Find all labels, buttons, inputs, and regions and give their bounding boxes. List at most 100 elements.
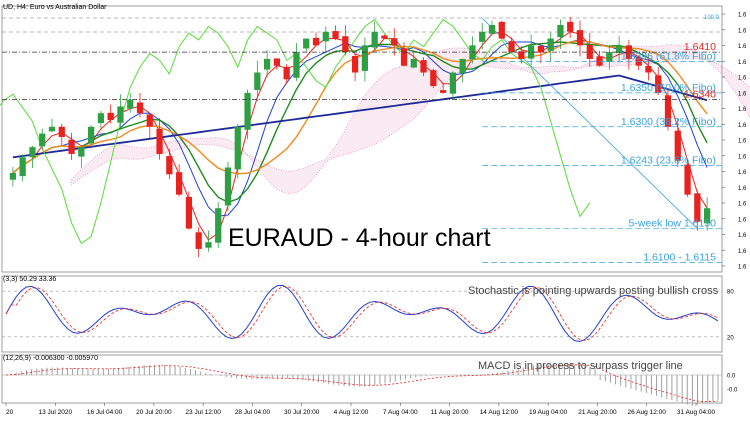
price-tick-label: 1.6	[738, 139, 747, 145]
candle-body	[547, 38, 554, 51]
candle-body	[439, 90, 447, 93]
price-tick-label: 1.6	[738, 186, 747, 192]
candle-body	[156, 128, 163, 154]
candle-body	[479, 31, 486, 42]
level-label: 1.6350 (50.0% Fibo)	[621, 82, 716, 94]
candle-body	[391, 38, 398, 46]
stochastic-panel: 80 20	[2, 284, 734, 343]
time-tick-label: 11 Aug 20:00	[431, 409, 469, 416]
level-label: 1.6410	[684, 41, 716, 53]
price-tick-label: 1.6	[738, 76, 747, 82]
candle-body	[674, 130, 681, 161]
candle-body	[48, 126, 56, 132]
candle-body	[215, 208, 222, 243]
price-tick-label: 1.6	[738, 217, 747, 223]
candle-body	[97, 113, 105, 124]
ichimoku-cloud	[71, 44, 750, 194]
candle-body	[342, 36, 349, 53]
price-tick-label: 1.6	[738, 60, 747, 66]
time-tick-label: 31 Aug 04:00	[677, 409, 716, 416]
candle-body	[488, 25, 496, 34]
candle-body	[449, 72, 457, 94]
candle-body	[615, 45, 623, 54]
candle-body	[175, 172, 183, 195]
candle-body	[557, 25, 564, 38]
macd-tick-label: 0.0	[727, 374, 736, 380]
price-tick-label: 1.6	[738, 265, 747, 271]
candle-body	[273, 58, 281, 66]
time-tick-label: 20	[6, 409, 14, 416]
level-label: 1.6100 - 1.6115	[643, 252, 716, 264]
level-label: 1.6243 (23.6% Fibo)	[621, 154, 716, 166]
candle-body	[518, 51, 525, 59]
candle-body	[127, 99, 134, 109]
candle-body	[655, 75, 662, 93]
candle-body	[244, 92, 251, 130]
candle-body	[332, 31, 339, 39]
time-tick-label: 19 Aug 04:00	[529, 409, 568, 416]
candle-body	[78, 147, 85, 157]
candle-body	[596, 56, 603, 66]
stoch-signal-line	[5, 285, 719, 342]
price-tick-label: 1.6	[738, 170, 747, 176]
price-tick-label: 1.6	[738, 233, 747, 239]
candle-body	[645, 65, 652, 73]
candle-body	[87, 126, 95, 144]
candle-body	[312, 37, 320, 46]
time-tick-label: 26 Aug 12:00	[628, 409, 667, 416]
candle-body	[703, 208, 711, 224]
candle-body	[322, 31, 329, 42]
time-tick-label: 28 Jul 04:00	[235, 409, 271, 416]
time-tick-label: 14 Aug 12:00	[480, 409, 519, 416]
stoch-main-line	[5, 284, 719, 343]
candle-body	[195, 232, 202, 249]
panel-frame-2	[1, 354, 723, 404]
candle-body	[254, 72, 261, 90]
candle-body	[39, 133, 46, 147]
level-label: 5-week low 1.6150	[628, 218, 716, 230]
candle-body	[371, 31, 378, 48]
candle-body	[205, 242, 212, 248]
price-tick-label: 1.6	[738, 202, 747, 208]
price-grid	[2, 17, 722, 33]
candle-body	[107, 112, 114, 120]
level-label: 1.6396 (61.8% Fibo)	[621, 51, 716, 63]
candle-body	[694, 193, 701, 222]
candle-body	[9, 172, 17, 180]
candle-body	[625, 45, 633, 59]
time-axis: 20 13 Jul 2020 16 Jul 04:00 20 Jul 20:00 23 …	[5, 403, 716, 416]
candlesticks	[9, 16, 711, 258]
price-scale: 1.6 1.6 1.6 1.6 1.6 1.6 1.6 1.6 1.6 1.6 1.6 1.6 1.6 1…	[722, 13, 747, 271]
time-tick-label: 23 Jul 12:00	[185, 409, 221, 416]
candle-body	[459, 58, 466, 74]
candle-body	[29, 147, 36, 158]
symbol-label: UD, H4: Euro vs Australian Dollar	[3, 4, 107, 11]
price-tick-label: 1.6	[738, 123, 747, 129]
candle-body	[684, 164, 691, 195]
stochastic-label: (3,3) 50.29 33.36	[3, 276, 56, 283]
chart-title: EURAUD - 4-hour chart	[228, 224, 491, 252]
candle-body	[420, 60, 427, 73]
candle-body	[576, 30, 584, 46]
candle-body	[58, 126, 65, 137]
candle-body	[293, 52, 300, 78]
candle-body	[19, 157, 26, 177]
candle-body	[606, 52, 613, 62]
candle-body	[381, 35, 388, 39]
stoch-level-label: 80	[727, 290, 734, 296]
candle-body	[263, 58, 271, 70]
sma-200-line	[12, 74, 708, 159]
macd-signal-line	[5, 364, 719, 403]
candle-body	[283, 66, 290, 80]
candle-body	[166, 156, 173, 175]
candle-body	[498, 21, 505, 39]
candle-body	[303, 38, 310, 49]
time-tick-label: 21 Aug 20:00	[578, 409, 617, 416]
cloud-area	[71, 44, 750, 194]
panel-frame-0	[1, 5, 723, 273]
candle-body	[430, 70, 437, 87]
macd-tick-label: -0.0	[727, 388, 738, 394]
price-tick-label: 1.6	[738, 28, 747, 34]
macd-label: (12,26,9) -0.006300 -0.005970	[3, 355, 98, 362]
